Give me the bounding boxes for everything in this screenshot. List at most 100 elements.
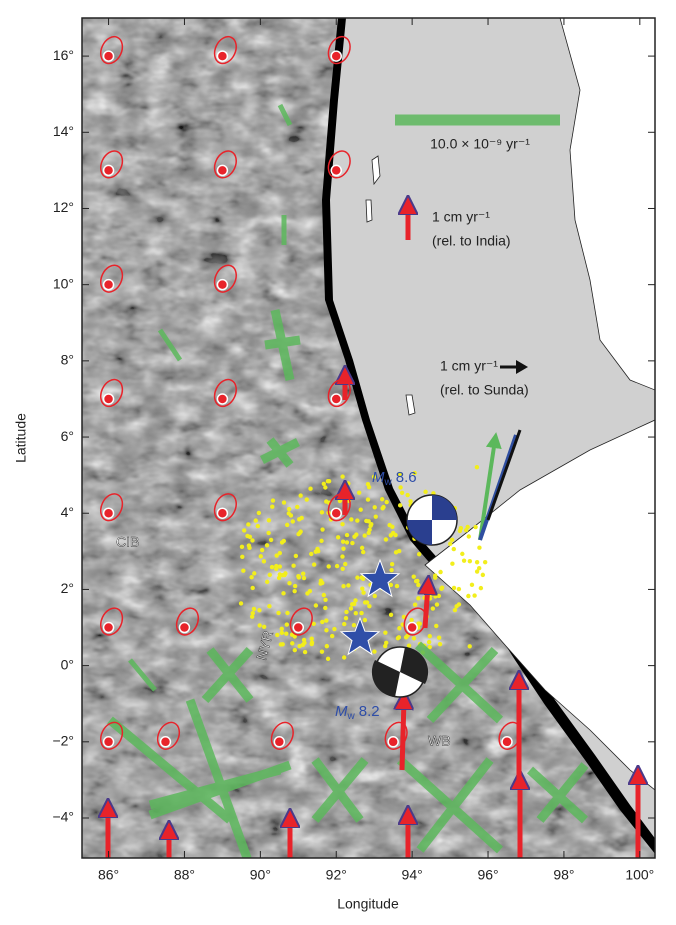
aftershock bbox=[434, 624, 438, 628]
station bbox=[388, 737, 398, 747]
aftershock bbox=[250, 538, 254, 542]
aftershock bbox=[423, 490, 427, 494]
aftershock bbox=[285, 523, 289, 527]
aftershock bbox=[322, 593, 326, 597]
aftershock bbox=[470, 583, 474, 587]
map-figure: 10.0 × 10⁻⁹ yr⁻¹ 1 cm yr⁻¹ (rel. to Indi… bbox=[0, 0, 676, 920]
aftershock bbox=[327, 564, 331, 568]
aftershock bbox=[291, 563, 295, 567]
aftershock bbox=[341, 540, 345, 544]
aftershock bbox=[310, 642, 314, 646]
aftershock bbox=[305, 591, 309, 595]
aftershock bbox=[383, 630, 387, 634]
aftershock bbox=[285, 611, 289, 615]
y-tick-label: −2° bbox=[52, 733, 74, 749]
sunda-rate: 1 cm yr⁻¹ bbox=[440, 358, 498, 374]
aftershock bbox=[242, 528, 246, 532]
aftershock bbox=[363, 618, 367, 622]
india-reference: (rel. to India) bbox=[432, 233, 511, 249]
aftershock bbox=[472, 593, 476, 597]
aftershock bbox=[417, 552, 421, 556]
aftershock bbox=[408, 499, 412, 503]
station bbox=[407, 623, 417, 633]
aftershock bbox=[326, 479, 330, 483]
mw-sub: w bbox=[347, 711, 356, 722]
x-tick-label: 86° bbox=[98, 867, 119, 883]
aftershock bbox=[448, 542, 452, 546]
aftershock bbox=[473, 525, 477, 529]
aftershock bbox=[241, 569, 245, 573]
aftershock bbox=[359, 611, 363, 615]
aftershock bbox=[355, 518, 359, 522]
aftershock bbox=[336, 535, 340, 539]
aftershock bbox=[340, 474, 344, 478]
aftershock bbox=[279, 642, 283, 646]
aftershock bbox=[438, 642, 442, 646]
aftershock bbox=[409, 618, 413, 622]
aftershock bbox=[276, 611, 280, 615]
aftershock bbox=[268, 573, 272, 577]
india-rate: 1 cm yr⁻¹ bbox=[432, 209, 490, 225]
aftershock bbox=[320, 620, 324, 624]
aftershock bbox=[452, 586, 456, 590]
aftershock bbox=[296, 574, 300, 578]
aftershock bbox=[477, 566, 481, 570]
aftershock bbox=[269, 538, 273, 542]
map-area: 10.0 × 10⁻⁹ yr⁻¹ 1 cm yr⁻¹ (rel. to Indi… bbox=[82, 18, 660, 880]
aftershock bbox=[457, 587, 461, 591]
aftershock bbox=[247, 546, 251, 550]
mw-value: 8.6 bbox=[396, 469, 417, 486]
aftershock bbox=[309, 552, 313, 556]
aftershock bbox=[407, 643, 411, 647]
station bbox=[331, 508, 341, 518]
aftershock bbox=[355, 575, 359, 579]
x-tick-label: 94° bbox=[402, 867, 423, 883]
aftershock bbox=[440, 585, 444, 589]
aftershock bbox=[277, 576, 281, 580]
aftershock bbox=[365, 600, 369, 604]
x-tick-label: 100° bbox=[625, 867, 654, 883]
aftershock bbox=[308, 486, 312, 490]
aftershock bbox=[397, 549, 401, 553]
aftershock bbox=[343, 562, 347, 566]
aftershock bbox=[240, 545, 244, 549]
aftershock bbox=[258, 623, 262, 627]
station bbox=[293, 623, 303, 633]
aftershock bbox=[405, 493, 409, 497]
x-tick-label: 96° bbox=[477, 867, 498, 883]
y-tick-label: 2° bbox=[61, 580, 74, 596]
aftershock bbox=[400, 491, 404, 495]
aftershock bbox=[427, 640, 431, 644]
aftershock bbox=[287, 581, 291, 585]
aftershock bbox=[265, 543, 269, 547]
aftershock bbox=[344, 610, 348, 614]
aftershock bbox=[297, 517, 301, 521]
station bbox=[104, 394, 114, 404]
aftershock bbox=[320, 581, 324, 585]
aftershock bbox=[431, 606, 435, 610]
aftershock bbox=[412, 636, 416, 640]
aftershock bbox=[359, 508, 363, 512]
aftershock bbox=[452, 547, 456, 551]
aftershock bbox=[428, 634, 432, 638]
y-tick-label: 0° bbox=[61, 656, 74, 672]
aftershock bbox=[352, 623, 356, 627]
aftershock bbox=[312, 562, 316, 566]
y-tick-label: 4° bbox=[61, 504, 74, 520]
aftershock bbox=[284, 632, 288, 636]
aftershock bbox=[314, 603, 318, 607]
aftershock bbox=[438, 570, 442, 574]
aftershock bbox=[475, 560, 479, 564]
aftershock bbox=[412, 574, 416, 578]
aftershock bbox=[274, 564, 278, 568]
aftershock bbox=[416, 583, 420, 587]
aftershock bbox=[287, 507, 291, 511]
aftershock bbox=[302, 638, 306, 642]
aftershock bbox=[483, 560, 487, 564]
aftershock bbox=[324, 618, 328, 622]
station bbox=[104, 508, 114, 518]
aftershock bbox=[324, 628, 328, 632]
aftershock bbox=[468, 559, 472, 563]
aftershock bbox=[464, 528, 468, 532]
station bbox=[217, 280, 227, 290]
